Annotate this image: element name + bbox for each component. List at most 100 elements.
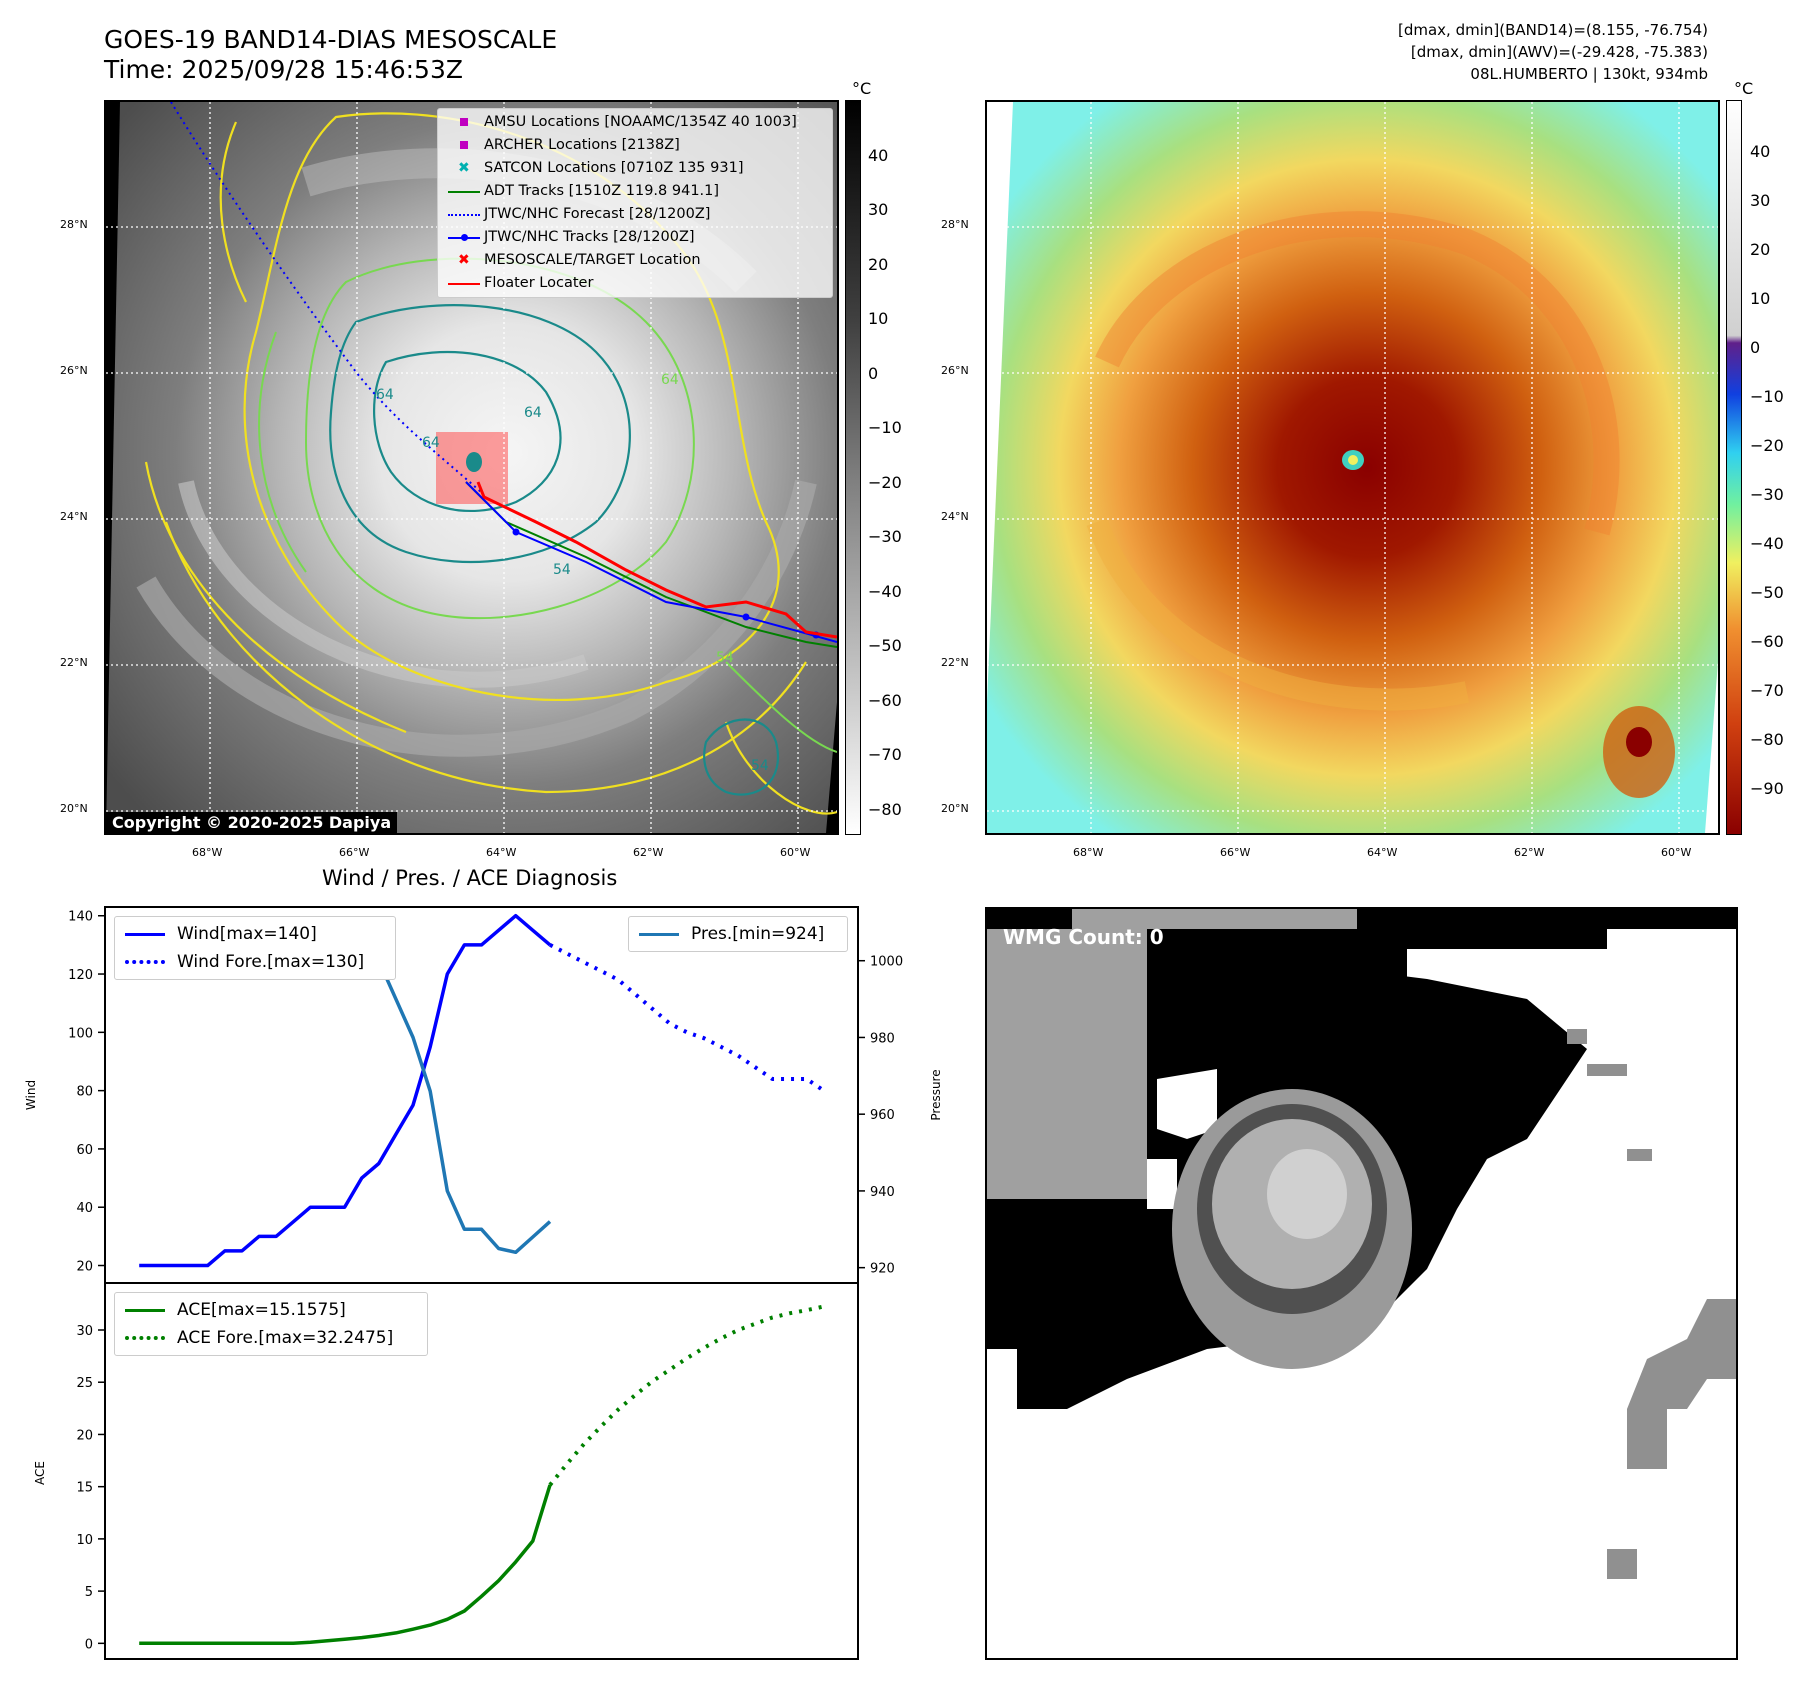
- spiral-band: [1086, 518, 1470, 711]
- lat-label: 26°N: [941, 364, 969, 377]
- wind-legend: Wind[max=140] Wind Fore.[max=130]: [114, 916, 396, 980]
- eye-marker: [466, 452, 482, 472]
- wmg-light-region: [1157, 1069, 1217, 1139]
- no-data-edge-left: [987, 102, 1013, 702]
- wmg-gray-pixel: [1587, 1064, 1627, 1076]
- left-colorbar-tick: 0: [868, 364, 879, 383]
- right-colorbar-tick: −60: [1750, 632, 1784, 651]
- left-colorbar-tick: −40: [868, 582, 902, 601]
- tick-label: 80: [76, 1085, 93, 1100]
- solid-line-icon: [123, 920, 167, 948]
- awv-map-svg: [987, 102, 1718, 833]
- x-marker-icon: ✖: [458, 252, 470, 268]
- tick-label: 5: [85, 1585, 93, 1600]
- left-colorbar-tick: −30: [868, 527, 902, 546]
- lat-label: 24°N: [60, 510, 88, 523]
- tick-label: 120: [68, 968, 93, 983]
- lon-label: 66°W: [339, 846, 370, 859]
- pressure-axis-label: Pressure: [929, 1069, 943, 1120]
- legend-item-floater: Floater Locater: [444, 272, 824, 295]
- legend-item-adt: ADT Tracks [1510Z 119.8 941.1]: [444, 180, 824, 203]
- diagnosis-title: Wind / Pres. / ACE Diagnosis: [322, 866, 618, 890]
- left-colorbar-tick: −50: [868, 636, 902, 655]
- legend-label: Wind Fore.[max=130]: [177, 952, 365, 972]
- right-colorbar: [1726, 100, 1742, 835]
- contour-label: 54: [751, 758, 769, 774]
- wmg-panel: WMG Count: 0: [985, 907, 1738, 1660]
- right-colorbar-tick: −40: [1750, 534, 1784, 553]
- left-colorbar: [845, 100, 861, 835]
- lat-label: 24°N: [941, 510, 969, 523]
- legend-item-jtwc-tracks: JTWC/NHC Tracks [28/1200Z]: [444, 226, 824, 249]
- wmg-dark-region: [987, 909, 1072, 929]
- legend-item-wind: Wind[max=140]: [123, 920, 387, 948]
- right-colorbar-tick: −70: [1750, 681, 1784, 700]
- left-colorbar-tick: 20: [868, 255, 889, 274]
- legend-label: AMSU Locations [NOAAMC/1354Z 40 1003]: [484, 114, 797, 130]
- wmg-gray-cluster: [1627, 1299, 1736, 1469]
- line-dot-icon: [444, 226, 484, 249]
- ace-axis: 30 25 20 15 10 5 0: [76, 1324, 105, 1652]
- tick-label: 100: [68, 1026, 93, 1041]
- pressure-axis: 1000 980 960 940 920: [858, 955, 903, 1277]
- legend-label: JTWC/NHC Forecast [28/1200Z]: [484, 206, 711, 222]
- tick-label: 920: [870, 1262, 895, 1277]
- wmg-svg: [987, 909, 1736, 1579]
- legend-item-amsu: AMSU Locations [NOAAMC/1354Z 40 1003]: [444, 111, 824, 134]
- lat-label: 26°N: [60, 364, 88, 377]
- rainband-middle: [178, 480, 589, 688]
- wind-axis: 140 120 100 80 60 40 20: [68, 910, 105, 1275]
- dotted-line-icon: [444, 203, 484, 226]
- wind-axis-label: Wind: [24, 1080, 38, 1110]
- right-colorbar-tick: −30: [1750, 485, 1784, 504]
- x-marker-icon: ✖: [458, 160, 470, 176]
- tick-label: 1000: [870, 955, 903, 970]
- lat-label: 28°N: [60, 218, 88, 231]
- legend-label: SATCON Locations [0710Z 135 931]: [484, 160, 744, 176]
- left-colorbar-unit: °C: [852, 79, 872, 98]
- lat-label: 20°N: [941, 802, 969, 815]
- left-colorbar-tick: −10: [868, 418, 902, 437]
- line-marker-icon: [444, 180, 484, 203]
- right-colorbar-tick: −50: [1750, 583, 1784, 602]
- square-marker-icon: [444, 111, 484, 134]
- solid-line-icon: [123, 1296, 167, 1324]
- lon-label: 66°W: [1220, 846, 1251, 859]
- lat-label: 22°N: [941, 656, 969, 669]
- legend-label: ACE[max=15.1575]: [177, 1300, 346, 1320]
- contour-label: 54: [716, 650, 734, 666]
- contour-label: 64: [661, 372, 679, 388]
- lon-label: 60°W: [1661, 846, 1692, 859]
- rainband-outer: [136, 479, 817, 757]
- tick-label: 0: [85, 1637, 93, 1652]
- copyright-badge: Copyright © 2020-2025 Dapiya: [106, 812, 398, 833]
- left-colorbar-tick: −80: [868, 800, 902, 819]
- wmg-dark-region: [987, 909, 1736, 1149]
- lon-label: 62°W: [633, 846, 664, 859]
- ace-legend: ACE[max=15.1575] ACE Fore.[max=32.2475]: [114, 1292, 428, 1356]
- eye-center: [1348, 455, 1358, 465]
- dotted-line-icon: [123, 1324, 167, 1352]
- right-colorbar-tick: 0: [1750, 338, 1761, 357]
- lon-label: 62°W: [1514, 846, 1545, 859]
- tick-label: 940: [870, 1185, 895, 1200]
- legend-label: Wind[max=140]: [177, 924, 317, 944]
- spiral-band: [1095, 211, 1620, 536]
- awv-map-panel: [985, 100, 1720, 835]
- contour-label: 64: [422, 435, 440, 451]
- lon-label: 64°W: [1367, 846, 1398, 859]
- ace-axis-label: ACE: [33, 1461, 47, 1485]
- contour-label: 54: [553, 562, 571, 578]
- solid-line-icon: [637, 920, 681, 948]
- right-colorbar-tick: −10: [1750, 387, 1784, 406]
- contour-label: 64: [376, 387, 394, 403]
- left-colorbar-tick: 10: [868, 309, 889, 328]
- lon-label: 60°W: [780, 846, 811, 859]
- left-colorbar-tick: −60: [868, 691, 902, 710]
- wmg-gray-pixel: [1627, 1149, 1652, 1161]
- right-colorbar-tick: −80: [1750, 730, 1784, 749]
- map-legend: AMSU Locations [NOAAMC/1354Z 40 1003] AR…: [437, 108, 833, 298]
- figure-title-line-1: GOES-19 BAND14-DIAS MESOSCALE: [104, 25, 558, 54]
- right-colorbar-tick: −90: [1750, 779, 1784, 798]
